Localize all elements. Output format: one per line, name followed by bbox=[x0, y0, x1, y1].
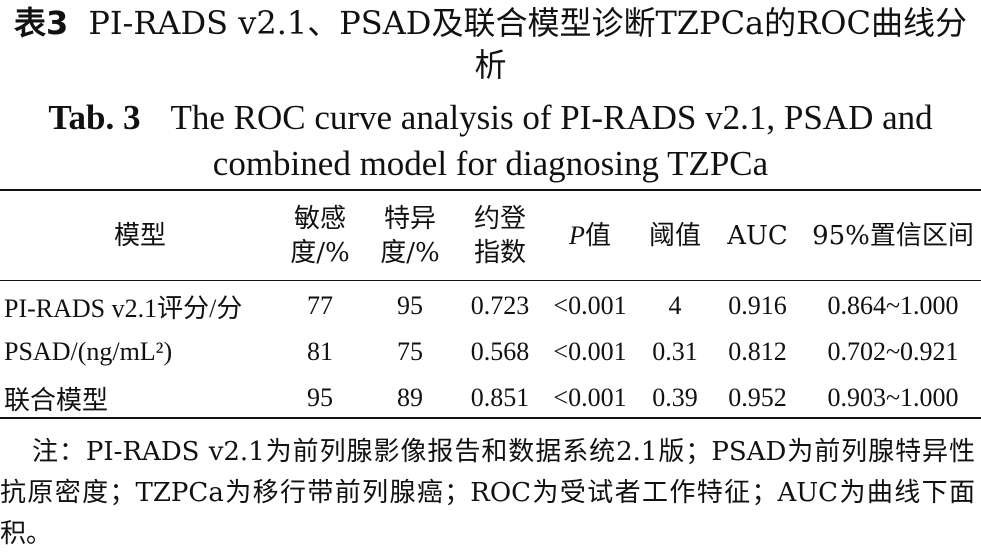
table-top-rule bbox=[0, 189, 981, 191]
table-row: PI-RADS v2.1评分/分 77 95 0.723 <0.001 4 0.… bbox=[0, 280, 981, 329]
cell-threshold: 0.39 bbox=[652, 383, 698, 412]
caption-chinese-text: PI-RADS v2.1、PSAD及联合模型诊断TZPCa的ROC曲线分析 bbox=[88, 4, 967, 84]
cell-specificity: 95 bbox=[397, 291, 423, 320]
caption-english-text: The ROC curve analysis of PI-RADS v2.1, … bbox=[170, 98, 933, 183]
header-p-italic: P bbox=[569, 220, 585, 250]
cell-youden: 0.723 bbox=[470, 291, 530, 320]
cell-ci: 0.702~0.921 bbox=[827, 337, 959, 366]
table-row: 联合模型 95 89 0.851 <0.001 0.39 0.952 0.903… bbox=[0, 375, 981, 421]
cell-specificity: 75 bbox=[397, 337, 423, 366]
cell-model: PI-RADS v2.1评分/分 bbox=[4, 293, 243, 323]
cell-threshold: 4 bbox=[668, 291, 682, 320]
caption-english-label: Tab. 3 bbox=[48, 98, 141, 137]
cell-auc: 0.952 bbox=[728, 383, 787, 412]
table-bottom-rule bbox=[0, 417, 981, 419]
header-threshold: 阈值 bbox=[648, 220, 701, 251]
cell-sensitivity: 77 bbox=[307, 291, 333, 320]
table-footnote: 注：PI-RADS v2.1为前列腺影像报告和数据系统2.1版；PSAD为前列腺… bbox=[0, 437, 975, 549]
table-header-rule bbox=[0, 280, 981, 281]
header-sensitivity: 敏感 度/% bbox=[280, 191, 360, 280]
cell-model: 联合模型 bbox=[4, 385, 109, 415]
cell-sensitivity: 95 bbox=[307, 383, 333, 412]
header-ci: 95%置信区间 bbox=[812, 220, 974, 251]
cell-auc: 0.812 bbox=[728, 337, 787, 366]
caption-chinese: 表3 PI-RADS v2.1、PSAD及联合模型诊断TZPCa的ROC曲线分析 bbox=[0, 2, 981, 86]
cell-model: PSAD/(ng/mL²) bbox=[4, 337, 173, 366]
cell-auc: 0.916 bbox=[728, 291, 787, 320]
cell-ci: 0.903~1.000 bbox=[827, 383, 959, 412]
roc-table: 模型 敏感 度/% 特异 度/% 约登 指数 P值 阈值 AUC 95%置信区间 PI… bbox=[0, 191, 981, 421]
caption-chinese-label: 表3 bbox=[14, 4, 69, 42]
header-specificity-line1: 特异 bbox=[383, 203, 436, 234]
header-sensitivity-line2: 度/% bbox=[290, 237, 350, 268]
header-specificity-line2: 度/% bbox=[380, 237, 440, 268]
cell-p-value: <0.001 bbox=[553, 337, 627, 366]
cell-sensitivity: 81 bbox=[307, 337, 333, 366]
header-youden-line2: 指数 bbox=[473, 237, 526, 268]
header-youden: 约登 指数 bbox=[460, 191, 540, 280]
header-auc: AUC bbox=[727, 220, 788, 251]
caption-english: Tab. 3 The ROC curve analysis of PI-RADS … bbox=[0, 95, 981, 187]
header-p-suffix: 值 bbox=[584, 220, 611, 251]
cell-p-value: <0.001 bbox=[553, 291, 627, 320]
cell-specificity: 89 bbox=[397, 383, 423, 412]
table-header-row: 模型 敏感 度/% 特异 度/% 约登 指数 P值 阈值 AUC 95%置信区间 bbox=[0, 191, 981, 280]
cell-youden: 0.851 bbox=[470, 383, 530, 412]
header-specificity: 特异 度/% bbox=[360, 191, 460, 280]
cell-threshold: 0.31 bbox=[652, 337, 698, 366]
table-row: PSAD/(ng/mL²) 81 75 0.568 <0.001 0.31 0.… bbox=[0, 329, 981, 375]
header-p-value: P值 bbox=[540, 191, 640, 280]
cell-ci: 0.864~1.000 bbox=[827, 291, 959, 320]
header-sensitivity-line1: 敏感 bbox=[293, 203, 346, 234]
header-model: 模型 bbox=[113, 220, 166, 251]
cell-youden: 0.568 bbox=[470, 337, 530, 366]
cell-p-value: <0.001 bbox=[553, 383, 627, 412]
header-youden-line1: 约登 bbox=[473, 203, 526, 234]
